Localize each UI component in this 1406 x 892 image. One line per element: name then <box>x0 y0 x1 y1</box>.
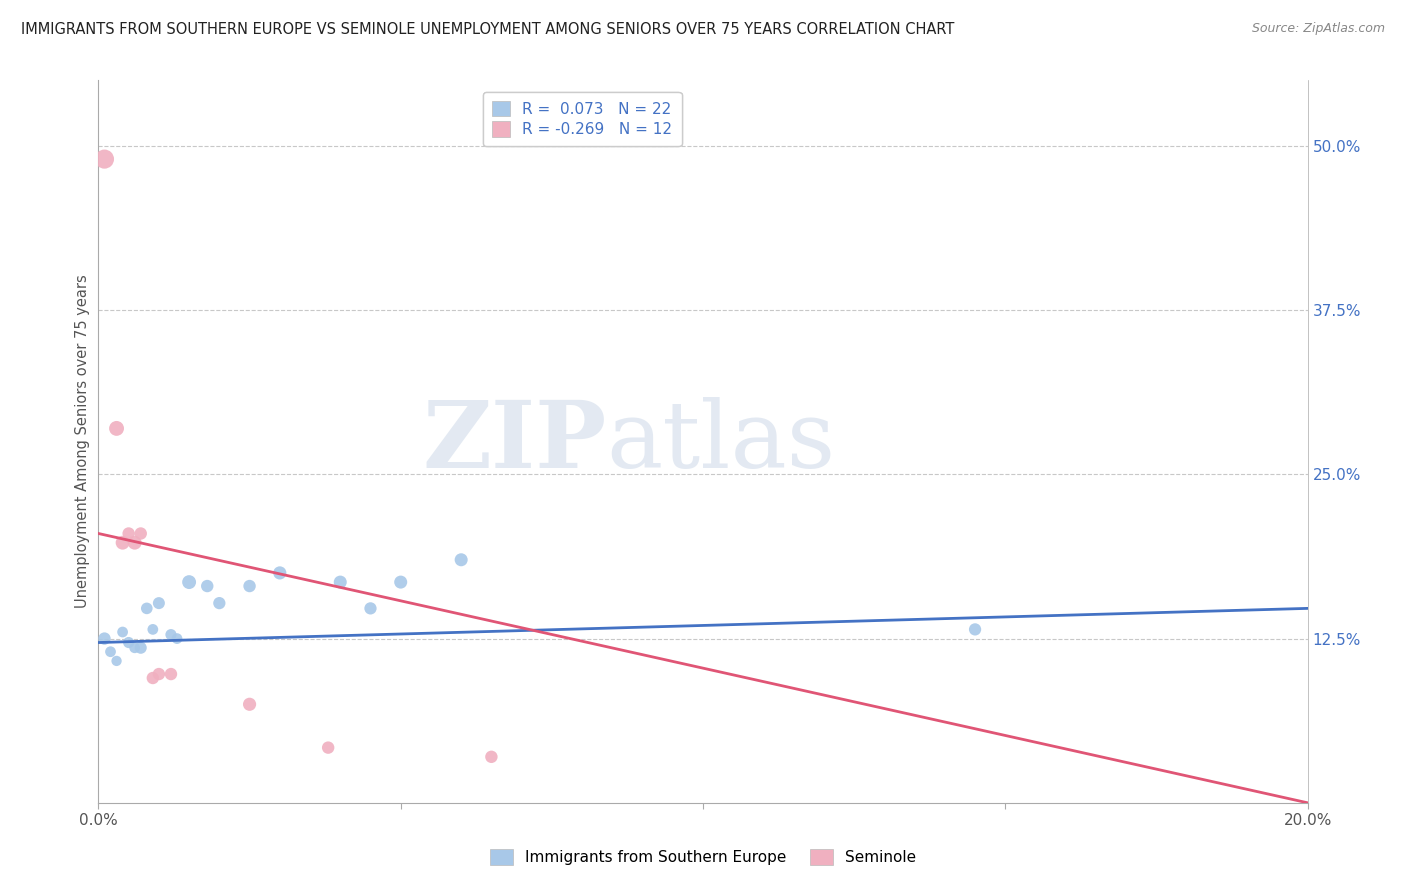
Point <box>208 596 231 610</box>
Point <box>481 749 503 764</box>
Point <box>148 667 170 681</box>
Point <box>179 575 201 590</box>
Point <box>111 535 134 549</box>
Point <box>269 566 291 580</box>
Point <box>135 601 157 615</box>
Point <box>160 627 183 641</box>
Point <box>129 526 152 541</box>
Point <box>316 740 339 755</box>
Y-axis label: Unemployment Among Seniors over 75 years: Unemployment Among Seniors over 75 years <box>75 275 90 608</box>
Text: atlas: atlas <box>606 397 835 486</box>
Point <box>93 632 115 646</box>
Point <box>389 575 412 590</box>
Point <box>100 645 122 659</box>
Point <box>142 623 165 637</box>
Text: ZIP: ZIP <box>422 397 606 486</box>
Point <box>360 601 382 615</box>
Point <box>105 421 128 435</box>
Point <box>118 526 141 541</box>
Point <box>124 535 146 549</box>
Point <box>118 635 141 649</box>
Text: IMMIGRANTS FROM SOUTHERN EUROPE VS SEMINOLE UNEMPLOYMENT AMONG SENIORS OVER 75 Y: IMMIGRANTS FROM SOUTHERN EUROPE VS SEMIN… <box>21 22 955 37</box>
Point <box>195 579 218 593</box>
Point <box>124 640 146 655</box>
Legend: R =  0.073   N = 22, R = -0.269   N = 12: R = 0.073 N = 22, R = -0.269 N = 12 <box>482 92 682 146</box>
Legend: Immigrants from Southern Europe, Seminole: Immigrants from Southern Europe, Seminol… <box>484 843 922 871</box>
Point <box>105 654 128 668</box>
Point <box>93 152 115 166</box>
Text: Source: ZipAtlas.com: Source: ZipAtlas.com <box>1251 22 1385 36</box>
Point <box>160 667 183 681</box>
Point <box>329 575 352 590</box>
Point <box>166 632 188 646</box>
Point <box>450 553 472 567</box>
Point <box>239 698 262 712</box>
Point <box>111 625 134 640</box>
Point <box>148 596 170 610</box>
Point <box>965 623 987 637</box>
Point <box>142 671 165 685</box>
Point <box>129 640 152 655</box>
Point <box>239 579 262 593</box>
